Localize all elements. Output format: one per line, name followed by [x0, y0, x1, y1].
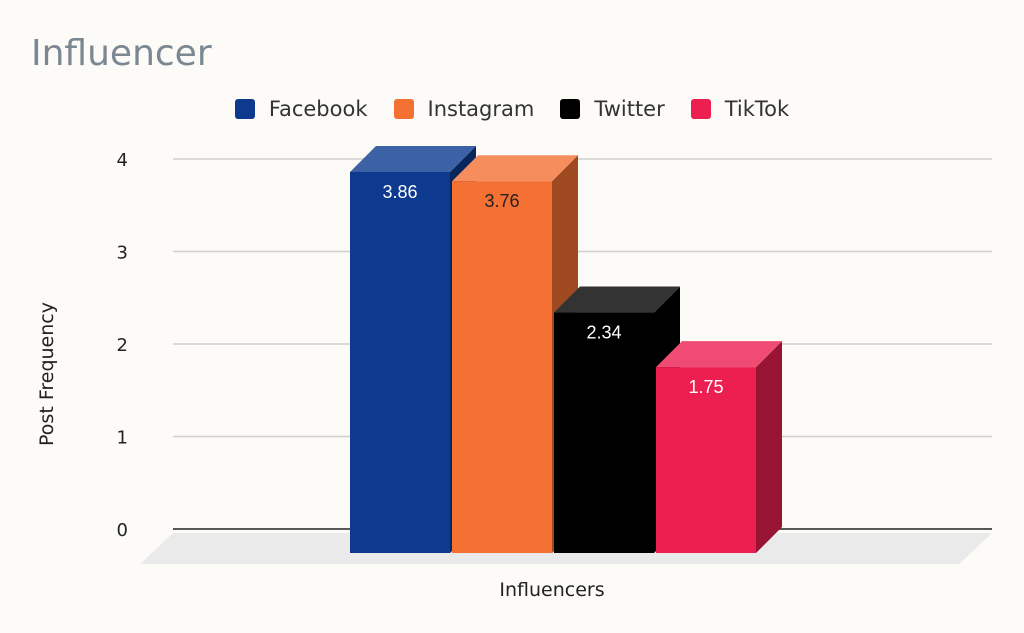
- legend-item-tiktok[interactable]: TikTok: [690, 97, 790, 121]
- legend-item-facebook[interactable]: Facebook: [234, 97, 368, 121]
- y-tick-label: 1: [117, 428, 128, 449]
- chart-legend: Facebook Instagram Twitter TikTok: [0, 97, 1024, 121]
- bar-value-label-twitter: 2.34: [586, 323, 621, 343]
- legend-item-twitter[interactable]: Twitter: [560, 97, 665, 121]
- bar-tiktok: [656, 367, 756, 553]
- legend-swatch-facebook: [234, 99, 255, 119]
- bar-top-tiktok: [656, 341, 782, 368]
- legend-swatch-tiktok: [690, 99, 711, 119]
- bar-value-label-facebook: 3.86: [382, 182, 417, 202]
- y-tick-label: 2: [117, 335, 128, 356]
- x-axis-title: Influencers: [499, 579, 604, 601]
- y-tick-label: 4: [117, 150, 128, 171]
- legend-label-instagram: Instagram: [427, 97, 535, 121]
- chart-title: Influencer: [31, 33, 212, 74]
- y-axis-title: Post Frequency: [36, 302, 58, 446]
- bar-value-label-instagram: 3.76: [484, 191, 519, 211]
- legend-swatch-instagram: [393, 99, 414, 119]
- legend-label-twitter: Twitter: [594, 97, 665, 121]
- legend-item-instagram[interactable]: Instagram: [393, 97, 535, 121]
- legend-swatch-twitter: [560, 99, 581, 119]
- legend-label-facebook: Facebook: [268, 97, 368, 121]
- bar-facebook: [350, 171, 450, 553]
- bar-top-twitter: [554, 286, 680, 313]
- bar-value-label-tiktok: 1.75: [688, 377, 723, 397]
- bar-top-facebook: [350, 145, 476, 172]
- y-tick-label: 3: [117, 243, 128, 264]
- y-tick-label: 0: [117, 520, 128, 541]
- bar-twitter: [554, 312, 654, 553]
- bar-side-tiktok: [756, 341, 782, 553]
- legend-label-tiktok: TikTok: [724, 97, 790, 121]
- bar-top-instagram: [452, 155, 578, 182]
- bar-instagram: [452, 181, 552, 553]
